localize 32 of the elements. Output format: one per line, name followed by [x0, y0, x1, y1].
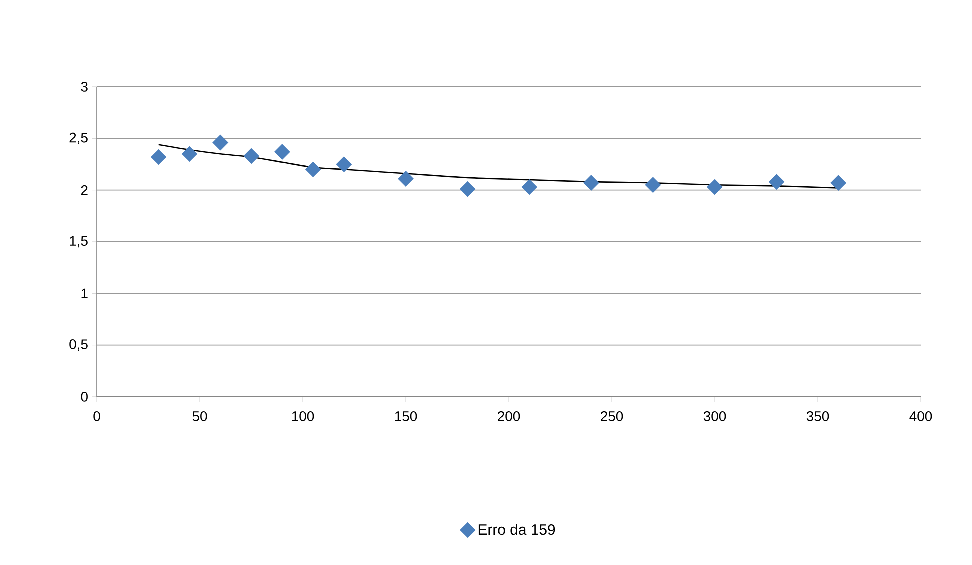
point: [182, 146, 198, 162]
point: [150, 149, 167, 166]
point: [768, 174, 785, 190]
x-tick-label: 50: [192, 411, 208, 422]
y-tick-label: 0,5: [70, 340, 88, 352]
point: [274, 144, 290, 160]
y-tick-label: 2,5: [70, 132, 88, 144]
x-tick-label: 400: [910, 411, 932, 422]
x-tick-label: 250: [601, 411, 624, 422]
x-tick-label: 150: [395, 411, 418, 422]
point: [336, 156, 352, 172]
point: [583, 175, 600, 192]
point: [707, 179, 723, 196]
point: [830, 175, 847, 192]
point: [460, 181, 476, 198]
y-tick-label: 0: [81, 392, 88, 402]
x-tick-label: 200: [498, 411, 520, 422]
y-tick-label: 1,5: [70, 236, 88, 248]
x-tick-label: 0: [94, 411, 100, 422]
y-tick-label: 3: [81, 82, 88, 92]
point: [522, 179, 538, 196]
y-tick-label: 1: [82, 288, 88, 298]
point: [212, 134, 229, 151]
x-tick-label: 350: [806, 411, 830, 422]
point: [645, 177, 662, 194]
legend-label: Erro da 159: [478, 524, 556, 536]
point: [305, 162, 322, 178]
x-tick-label: 100: [292, 411, 314, 422]
x-tick-label: 300: [704, 411, 726, 422]
y-tick-label: 2: [81, 185, 88, 196]
point: [398, 170, 414, 187]
point: [244, 148, 260, 164]
